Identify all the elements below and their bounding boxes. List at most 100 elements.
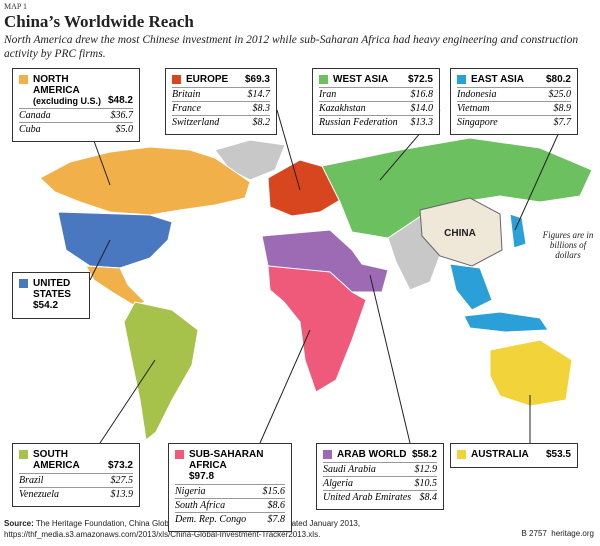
region-name-block: EUROPE [172, 74, 228, 85]
country-name: Russian Federation [319, 117, 398, 128]
swatch [323, 450, 332, 459]
region-header: SOUTH AMERICA $73.2 [19, 449, 133, 471]
country-value: $13.3 [410, 117, 434, 128]
region-box: UNITED STATES $54.2 [12, 272, 90, 319]
country-row: Cuba $5.0 [19, 122, 133, 136]
country-name: Switzerland [172, 117, 220, 128]
country-name: Britain [172, 89, 201, 100]
country-row: Russian Federation $13.3 [319, 115, 433, 129]
region-name-block: SUB-SAHARAN AFRICA [175, 449, 285, 471]
region-name-block: UNITED STATES [19, 278, 83, 300]
region-header: UNITED STATES $54.2 [19, 278, 83, 311]
country-name: Venezuela [19, 489, 59, 500]
swatch [457, 450, 466, 459]
country-row: Algeria $10.5 [323, 476, 437, 490]
country-name: United Arab Emirates [323, 492, 412, 503]
country-name: Algeria [323, 478, 353, 489]
region-total: $54.2 [33, 300, 59, 311]
country-value: $7.7 [553, 117, 572, 128]
region-total: $53.5 [545, 449, 571, 460]
country-value: $16.8 [410, 89, 434, 100]
units-note: Figures are in billions of dollars [542, 230, 594, 260]
country-value: $14.7 [247, 89, 271, 100]
country-value: $36.7 [110, 110, 134, 121]
region-name-block: WEST ASIA [319, 74, 388, 85]
region-box: ARAB WORLD $58.2 Saudi Arabia $12.9 Algeria $… [316, 443, 444, 510]
leader-line [259, 329, 311, 444]
region-name-text: SUB-SAHARAN AFRICA [189, 449, 285, 471]
region-name-text: ARAB WORLD [337, 449, 406, 460]
country-row: Britain $14.7 [172, 87, 270, 101]
country-name: France [172, 103, 201, 114]
country-row: Kazakhstan $14.0 [319, 101, 433, 115]
country-value: $25.0 [548, 89, 572, 100]
region-name-block: NORTH AMERICA (excluding U.S.) [19, 74, 108, 106]
country-value: $5.0 [115, 124, 134, 135]
source-label: Source: [4, 519, 34, 528]
south-america-land [123, 301, 199, 441]
leader-line [276, 109, 301, 191]
region-name-block: AUSTRALIA [457, 449, 529, 460]
region-header: NORTH AMERICA (excluding U.S.) $48.2 [19, 74, 133, 106]
australia-land [489, 339, 573, 407]
region-name-text: NORTH AMERICA (excluding U.S.) [33, 74, 108, 106]
west-asia-land [321, 137, 593, 239]
map-label: MAP 1 [4, 2, 28, 11]
region-name: AUSTRALIA [471, 449, 529, 460]
leader-line [89, 239, 111, 281]
land [39, 137, 593, 441]
country-value: $8.6 [267, 500, 286, 511]
country-row: United Arab Emirates $8.4 [323, 490, 437, 504]
country-name: South Africa [175, 500, 226, 511]
leader-line [99, 359, 156, 444]
country-name: Kazakhstan [319, 103, 366, 114]
country-name: Cuba [19, 124, 41, 135]
leader-line [514, 129, 561, 231]
region-header: ARAB WORLD $58.2 [323, 449, 437, 460]
region-total: $73.2 [107, 460, 133, 471]
country-value: $10.5 [414, 478, 438, 489]
swatch [319, 75, 328, 84]
country-value: $12.9 [414, 464, 438, 475]
region-total: $58.2 [411, 449, 437, 460]
country-name: Indonesia [457, 89, 497, 100]
region-box: SUB-SAHARAN AFRICA $97.8 Nigeria $15.6 South… [168, 443, 292, 532]
country-name: Saudi Arabia [323, 464, 376, 475]
country-value: $8.2 [252, 117, 271, 128]
title: China’s Worldwide Reach [4, 12, 194, 31]
region-name: EUROPE [186, 74, 229, 85]
region-note: (excluding U.S.) [33, 96, 102, 106]
country-row: South Africa $8.6 [175, 498, 285, 512]
europe-land [267, 159, 341, 217]
country-row: Indonesia $25.0 [457, 87, 571, 101]
swatch [19, 450, 28, 459]
region-name: NORTH AMERICA [33, 74, 80, 96]
site: heritage.org [551, 529, 594, 538]
region-box: AUSTRALIA $53.5 [450, 443, 578, 468]
china-label: CHINA [444, 228, 476, 239]
country-row: Saudi Arabia $12.9 [323, 462, 437, 476]
region-name-text: UNITED STATES [33, 278, 83, 300]
region-name-block: ARAB WORLD [323, 449, 406, 460]
country-row: Canada $36.7 [19, 108, 133, 122]
swatch [19, 75, 28, 84]
swatch [457, 75, 466, 84]
china-land [419, 197, 503, 267]
central-america-land [85, 265, 146, 307]
country-name: Dem. Rep. Congo [175, 514, 247, 525]
swatch [19, 279, 28, 288]
region-name-text: EAST ASIA [471, 74, 524, 85]
country-row: Dem. Rep. Congo $7.8 [175, 512, 285, 526]
region-total: $80.2 [545, 74, 571, 85]
region-total: $69.3 [244, 74, 270, 85]
country-row: France $8.3 [172, 101, 270, 115]
country-row: Switzerland $8.2 [172, 115, 270, 129]
country-row: Brazil $27.5 [19, 473, 133, 487]
country-row: Singapore $7.7 [457, 115, 571, 129]
southeast-asia-land [449, 263, 493, 311]
region-name-text: SOUTH AMERICA [33, 449, 108, 471]
region-name-text: AUSTRALIA [471, 449, 529, 460]
country-value: $27.5 [110, 475, 134, 486]
region-total: $97.8 [189, 471, 215, 482]
